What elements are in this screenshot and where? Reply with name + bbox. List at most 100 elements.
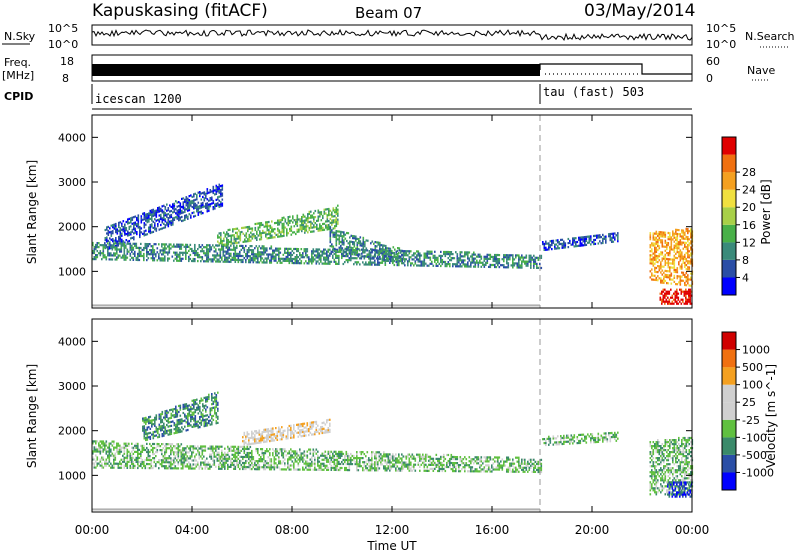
scatter-cell <box>236 227 239 230</box>
scatter-cell <box>216 451 219 454</box>
scatter-cell <box>660 261 662 264</box>
scatter-cell <box>185 253 187 256</box>
scatter-cell <box>658 233 661 236</box>
scatter-cell <box>281 218 284 222</box>
scatter-cell <box>175 411 177 414</box>
scatter-cell <box>187 416 189 419</box>
scatter-cell <box>249 457 252 461</box>
scatter-cell <box>105 256 108 259</box>
scatter-cell <box>380 252 383 255</box>
scatter-cell <box>600 242 603 245</box>
scatter-cell <box>129 258 132 261</box>
scatter-cell <box>584 238 586 241</box>
scatter-cell <box>561 244 564 247</box>
scatter-cell <box>270 257 273 260</box>
scatter-cell <box>204 445 207 448</box>
scatter-cell <box>119 242 121 245</box>
scatter-cell <box>673 264 676 267</box>
scatter-cell <box>131 244 133 247</box>
scatter-cell <box>96 440 99 443</box>
scatter-cell <box>669 234 671 237</box>
scatter-cell <box>369 259 372 262</box>
scatter-cell <box>323 252 325 255</box>
scatter-cell <box>533 254 535 257</box>
scatter-cell <box>166 411 168 414</box>
scatter-cell <box>525 262 528 265</box>
scatter-cell <box>138 246 141 249</box>
scatter-cell <box>329 462 331 465</box>
scatter-cell <box>305 462 307 465</box>
scatter-cell <box>182 207 185 210</box>
scatter-cell <box>161 209 164 212</box>
scatter-cell <box>249 466 252 469</box>
scatter-cell <box>216 453 219 456</box>
scatter-cell <box>290 456 292 459</box>
scatter-cell <box>444 250 447 254</box>
scatter-cell <box>272 448 274 451</box>
scatter-cell <box>308 466 310 469</box>
scatter-cell <box>203 260 205 263</box>
scatter-cell <box>125 464 127 467</box>
scatter-cell <box>244 226 246 229</box>
scatter-cell <box>158 214 161 217</box>
scatter-cell <box>686 302 689 305</box>
scatter-cell <box>285 255 288 258</box>
scatter-cell <box>169 425 171 428</box>
scatter-cell <box>661 300 663 303</box>
scatter-cell <box>220 195 222 198</box>
scatter-cell <box>92 458 94 461</box>
scatter-cell <box>671 300 674 303</box>
scatter-cell <box>679 239 682 242</box>
scatter-cell <box>219 248 222 251</box>
scatter-cell <box>274 232 276 235</box>
scatter-cell <box>321 454 324 457</box>
scatter-cell <box>123 458 126 461</box>
scatter-cell <box>123 252 126 255</box>
scatter-cell <box>261 452 264 455</box>
scatter-cell <box>383 248 386 251</box>
scatter-cell <box>317 456 319 459</box>
scatter-cell <box>673 270 676 273</box>
scatter-cell <box>264 247 267 250</box>
scatter-cell <box>143 444 145 447</box>
scatter-cell <box>123 456 126 459</box>
scatter-cell <box>193 195 195 198</box>
scatter-cell <box>255 257 258 260</box>
scatter-cell <box>246 251 249 254</box>
scatter-cell <box>176 245 178 248</box>
scatter-cell <box>273 466 276 469</box>
scatter-cell <box>193 407 195 410</box>
scatter-cell <box>277 235 279 238</box>
scatter-cell <box>361 242 363 245</box>
nsearch-tick-bottom: 10^0 <box>706 38 736 51</box>
scatter-cell <box>188 451 190 454</box>
scatter-cell <box>452 263 454 266</box>
scatter-cell <box>172 217 174 220</box>
colorbar-swatch <box>722 137 736 155</box>
scatter-cell <box>173 259 175 262</box>
scatter-cell <box>162 443 165 446</box>
scatter-cell <box>192 257 195 261</box>
scatter-cell <box>164 430 167 433</box>
scatter-cell <box>278 259 280 262</box>
scatter-cell <box>381 259 384 262</box>
scatter-cell <box>147 467 150 470</box>
scatter-cell <box>194 247 196 251</box>
scatter-cell <box>125 442 127 445</box>
scatter-cell <box>167 225 170 228</box>
scatter-cell <box>335 232 338 235</box>
scatter-cell <box>447 257 450 260</box>
scatter-cell <box>135 450 138 453</box>
scatter-cell <box>269 259 271 262</box>
scatter-cell <box>680 298 683 301</box>
scatter-cell <box>215 184 218 187</box>
scatter-cell <box>368 254 371 257</box>
scatter-cell <box>675 252 677 255</box>
scatter-cell <box>467 265 469 268</box>
scatter-cell <box>135 244 138 247</box>
scatter-cell <box>328 214 330 217</box>
scatter-cell <box>192 260 195 263</box>
scatter-cell <box>220 185 222 188</box>
scatter-cell <box>140 254 142 258</box>
scatter-cell <box>299 224 302 227</box>
